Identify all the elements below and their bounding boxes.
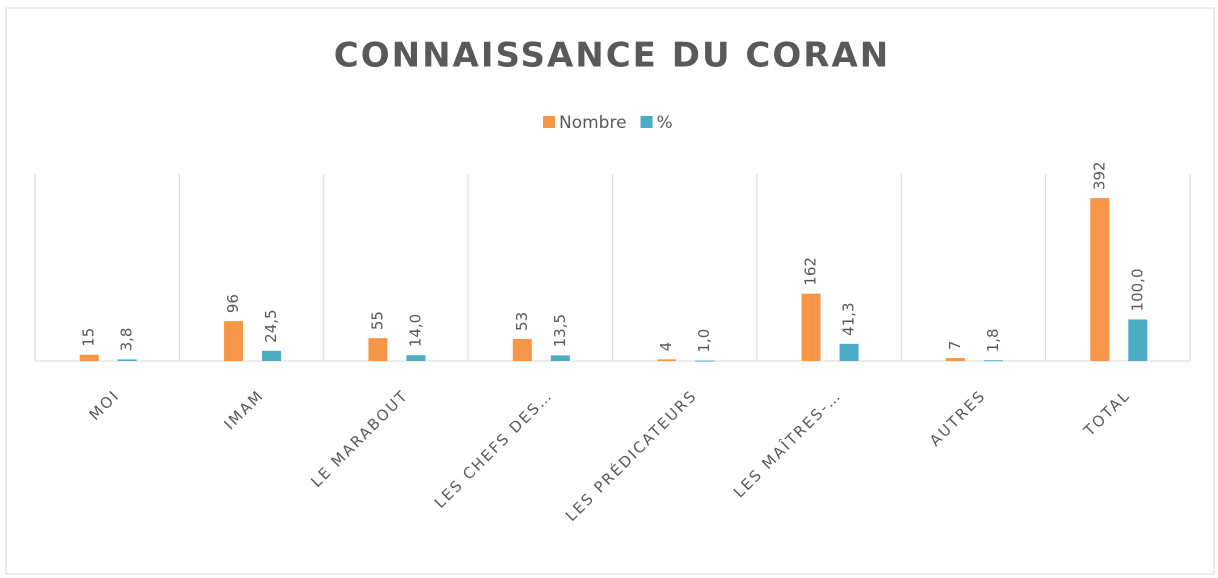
chart-title: CONNAISSANCE DU CORAN (334, 36, 890, 76)
bar (1090, 198, 1110, 361)
bar (550, 355, 570, 361)
chart-frame (5, 7, 1215, 575)
data-label: 392 (1090, 161, 1108, 190)
data-label: 1,8 (984, 328, 1002, 352)
data-label: 7 (946, 341, 964, 351)
data-label: 53 (513, 312, 531, 331)
data-label: 13,5 (551, 314, 569, 347)
bar (983, 360, 1003, 362)
data-label: 1,0 (695, 329, 713, 353)
bar (224, 321, 244, 361)
data-label: 15 (80, 328, 98, 347)
bar (406, 355, 426, 361)
data-label: 41,3 (840, 302, 858, 335)
bar (839, 343, 859, 361)
bar (79, 354, 99, 361)
data-label: 3,8 (118, 328, 136, 352)
bar (695, 360, 715, 362)
bar (1128, 319, 1148, 361)
bar (801, 293, 821, 361)
data-label: 14,0 (406, 314, 424, 347)
data-label: 162 (802, 257, 820, 286)
legend-label: Nombre (559, 113, 627, 133)
bar (657, 359, 677, 361)
data-label: 55 (368, 311, 386, 330)
bar (512, 338, 532, 361)
data-label: 100,0 (1128, 268, 1146, 311)
data-label: 24,5 (262, 309, 280, 342)
bar (945, 358, 965, 361)
legend-swatch (640, 116, 653, 128)
bar (262, 350, 282, 361)
bar (368, 338, 388, 361)
data-label: 4 (657, 342, 675, 352)
data-label: 96 (224, 294, 242, 313)
legend-label: % (657, 113, 673, 133)
legend-swatch (543, 116, 555, 128)
bar (117, 359, 137, 361)
